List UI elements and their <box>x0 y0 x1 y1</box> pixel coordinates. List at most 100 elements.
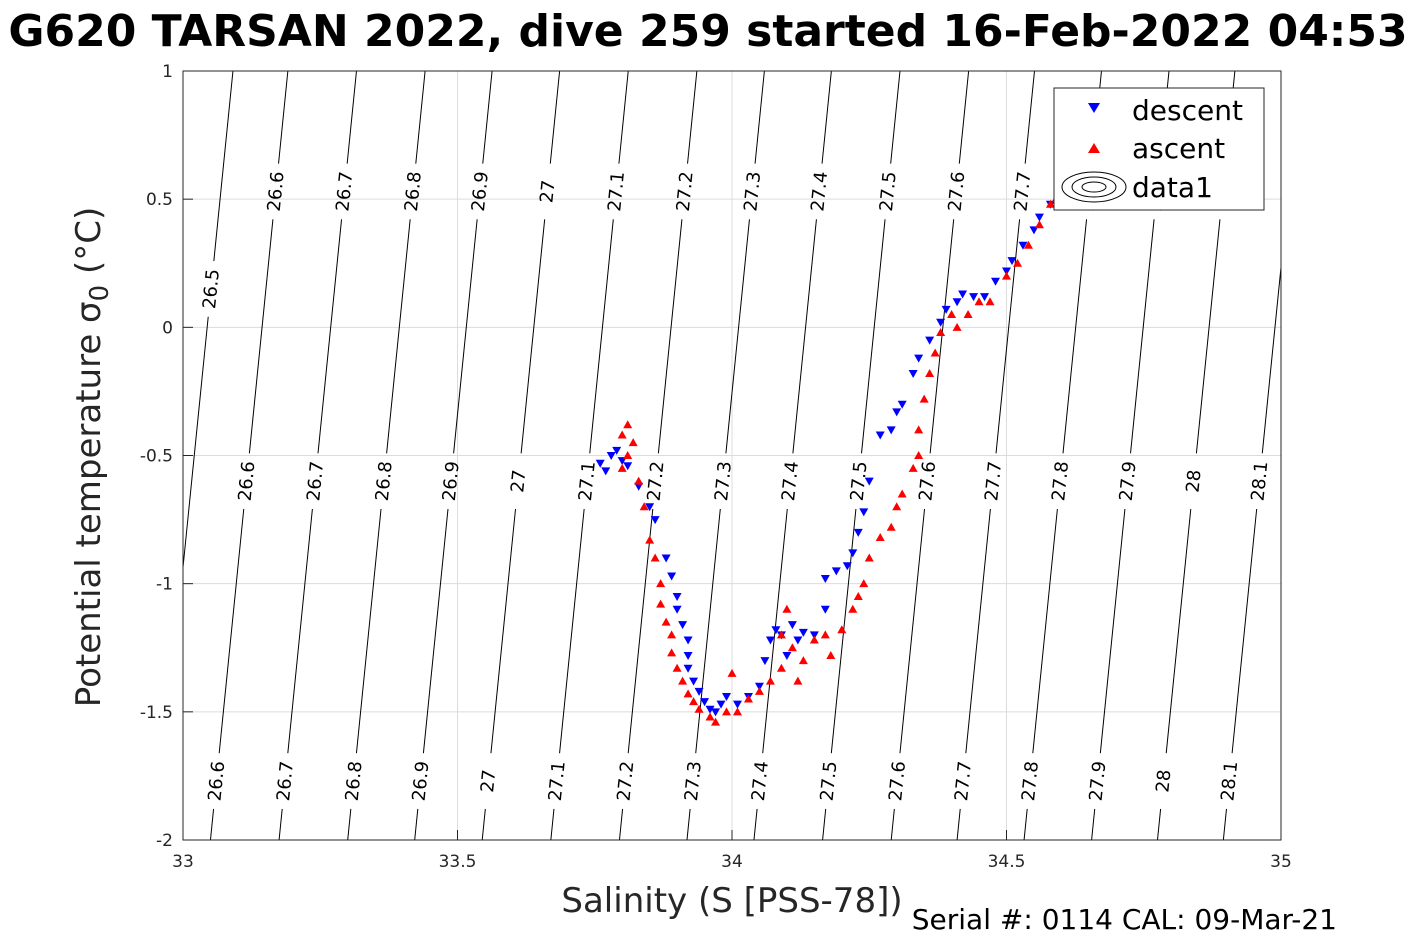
descent-point <box>771 626 781 635</box>
contour-line <box>618 71 629 164</box>
descent-point <box>765 636 775 645</box>
descent-point <box>683 651 693 660</box>
descent-point <box>925 336 935 345</box>
ascent-point <box>853 591 863 600</box>
contour-line <box>1091 808 1096 840</box>
contour-label: 27.4 <box>748 760 773 802</box>
descent-point <box>1034 213 1044 222</box>
descent-point <box>908 369 918 378</box>
contour-label: 27.3 <box>711 460 736 502</box>
contour-line <box>1156 808 1162 840</box>
ascent-point <box>914 451 924 459</box>
contour-label: 27.2 <box>613 760 638 802</box>
ascent-point <box>694 704 704 713</box>
ascent-point <box>1034 220 1044 229</box>
descent-point <box>595 459 605 468</box>
descent-point <box>820 575 830 584</box>
contour-line <box>687 71 698 164</box>
contour-line <box>520 219 546 454</box>
ascent-point <box>661 617 671 626</box>
contour-line <box>278 71 289 164</box>
contour-line <box>218 508 245 754</box>
contour-label: 28.1 <box>1248 460 1273 502</box>
contour-label: 27.1 <box>545 760 570 802</box>
descent-point <box>694 687 704 696</box>
axis-ticks: 33 33.5 34 34.5 35 -2 -1.5 -1 -0.5 0 0.5 1 <box>140 62 1292 872</box>
contour-line <box>686 808 691 840</box>
x-tick-label: 33 <box>172 852 194 872</box>
contour-line <box>1099 508 1126 754</box>
ascent-point <box>897 489 907 498</box>
contour-line <box>1195 219 1221 454</box>
contour-line <box>754 71 765 164</box>
legend: descent ascent data1 <box>1053 87 1265 211</box>
contour-line <box>559 508 585 754</box>
contour-label: 27 <box>507 469 530 494</box>
legend-ascent-label: ascent <box>1132 132 1225 165</box>
ascent-point <box>656 599 666 608</box>
contour-line <box>1165 508 1192 754</box>
legend-ascent-marker <box>1088 143 1100 153</box>
legend-data1-label: data1 <box>1132 171 1213 204</box>
contour-line <box>422 508 449 754</box>
x-tick-label: 35 <box>1270 852 1292 872</box>
y-tick-label: 1 <box>162 62 173 82</box>
legend-contour-icon <box>1061 171 1127 203</box>
descent-point <box>672 605 682 614</box>
contour-label: 26.5 <box>199 268 224 310</box>
contour-label: 26.9 <box>439 460 464 502</box>
y-axis-label-main: Potential temperature σ <box>69 301 109 707</box>
contour-line <box>183 316 209 573</box>
contour-line <box>861 219 886 454</box>
ascent-point <box>947 310 957 319</box>
contour-line <box>346 71 357 164</box>
descent-point <box>914 354 924 363</box>
descent-point <box>661 554 671 563</box>
descent-point <box>1002 267 1011 276</box>
ascent-point <box>809 635 819 644</box>
contour-label: 26.6 <box>235 460 260 502</box>
ascent-point <box>848 604 858 613</box>
y-tick-label: -2 <box>156 831 173 851</box>
descent-point <box>793 636 803 645</box>
contour-label: 27.8 <box>1018 760 1043 802</box>
ascent-point <box>617 430 627 439</box>
y-tick-label: 0.5 <box>146 190 173 210</box>
descent-point <box>853 528 863 537</box>
ascent-point <box>743 694 753 703</box>
contour-line <box>1130 219 1155 454</box>
descent-point <box>809 631 819 640</box>
descent-point <box>831 567 841 576</box>
contour-label: 26.8 <box>401 171 426 213</box>
contour-line <box>278 808 283 840</box>
ascent-point <box>919 394 929 403</box>
descent-point <box>754 682 764 691</box>
contour-label: 27.3 <box>740 171 765 213</box>
ascent-point <box>727 668 737 677</box>
contour-line <box>822 808 827 840</box>
contour-label: 27.7 <box>1010 171 1035 213</box>
ascent-point <box>623 420 633 429</box>
contour-line <box>1032 508 1058 754</box>
descent-point <box>689 677 699 686</box>
contour-label: 27.8 <box>1048 460 1073 502</box>
contour-label: 26.7 <box>332 171 357 213</box>
ascent-point <box>683 689 693 698</box>
descent-point <box>991 277 1001 286</box>
ascent-point <box>793 676 803 685</box>
descent-point <box>606 452 616 460</box>
contour-line <box>899 508 926 754</box>
contour-label: 26.7 <box>303 460 328 502</box>
descent-point <box>941 305 951 314</box>
contour-label: 27.3 <box>681 760 706 802</box>
contour-label: 26.6 <box>204 760 229 802</box>
contour-label: 28.1 <box>1217 760 1242 802</box>
contour-line <box>1023 808 1028 840</box>
ascent-point <box>765 676 775 685</box>
descent-point <box>848 549 858 558</box>
contour-line <box>213 71 234 262</box>
contour-line <box>958 71 970 164</box>
ascent-point <box>936 327 946 336</box>
ascent-point <box>1023 240 1033 249</box>
descent-point <box>864 477 874 486</box>
